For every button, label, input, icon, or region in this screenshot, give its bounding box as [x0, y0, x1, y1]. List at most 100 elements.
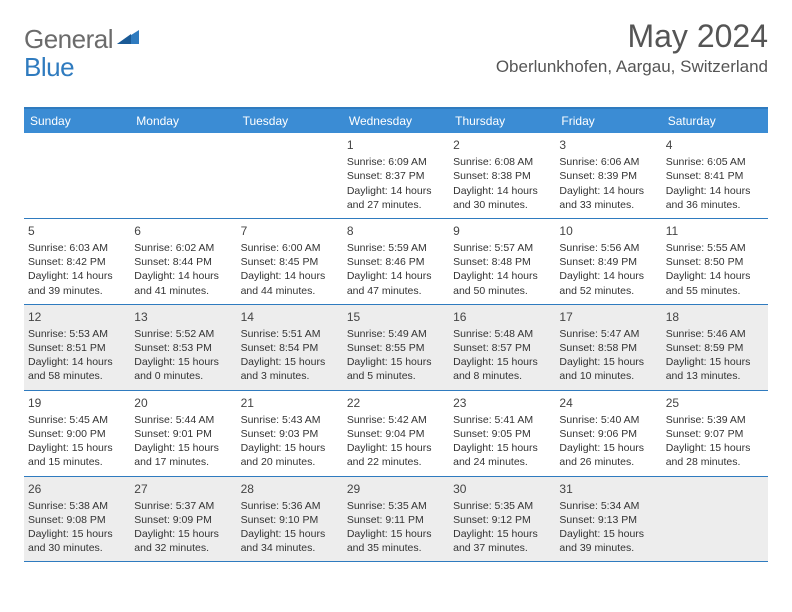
daylight-line: Daylight: 15 hours and 30 minutes. — [28, 527, 126, 555]
day-number: 24 — [559, 395, 657, 411]
sunset-line: Sunset: 9:12 PM — [453, 513, 551, 527]
daylight-line: Daylight: 14 hours and 39 minutes. — [28, 269, 126, 297]
day-cell: 2Sunrise: 6:08 AMSunset: 8:38 PMDaylight… — [449, 133, 555, 218]
day-number: 23 — [453, 395, 551, 411]
sunset-line: Sunset: 8:41 PM — [666, 169, 764, 183]
day-cell: 27Sunrise: 5:37 AMSunset: 9:09 PMDayligh… — [130, 477, 236, 562]
sunrise-line: Sunrise: 5:43 AM — [241, 413, 339, 427]
sunrise-line: Sunrise: 5:46 AM — [666, 327, 764, 341]
sunset-line: Sunset: 8:54 PM — [241, 341, 339, 355]
day-cell — [662, 477, 768, 562]
logo: General — [24, 18, 143, 55]
sunrise-line: Sunrise: 5:51 AM — [241, 327, 339, 341]
day-cell: 15Sunrise: 5:49 AMSunset: 8:55 PMDayligh… — [343, 305, 449, 390]
day-number: 12 — [28, 309, 126, 325]
sunrise-line: Sunrise: 5:57 AM — [453, 241, 551, 255]
day-number: 20 — [134, 395, 232, 411]
month-title: May 2024 — [496, 18, 768, 55]
day-number: 29 — [347, 481, 445, 497]
sunset-line: Sunset: 8:37 PM — [347, 169, 445, 183]
sunset-line: Sunset: 8:53 PM — [134, 341, 232, 355]
sunset-line: Sunset: 9:09 PM — [134, 513, 232, 527]
daylight-line: Daylight: 15 hours and 34 minutes. — [241, 527, 339, 555]
day-cell: 23Sunrise: 5:41 AMSunset: 9:05 PMDayligh… — [449, 391, 555, 476]
day-cell: 30Sunrise: 5:35 AMSunset: 9:12 PMDayligh… — [449, 477, 555, 562]
sunset-line: Sunset: 9:11 PM — [347, 513, 445, 527]
day-number: 6 — [134, 223, 232, 239]
day-cell — [130, 133, 236, 218]
sunset-line: Sunset: 8:46 PM — [347, 255, 445, 269]
day-cell: 1Sunrise: 6:09 AMSunset: 8:37 PMDaylight… — [343, 133, 449, 218]
logo-triangle-icon — [117, 28, 141, 46]
sunrise-line: Sunrise: 5:53 AM — [28, 327, 126, 341]
sunrise-line: Sunrise: 5:44 AM — [134, 413, 232, 427]
location: Oberlunkhofen, Aargau, Switzerland — [496, 57, 768, 77]
day-number: 2 — [453, 137, 551, 153]
day-number: 27 — [134, 481, 232, 497]
day-number: 16 — [453, 309, 551, 325]
day-cell: 22Sunrise: 5:42 AMSunset: 9:04 PMDayligh… — [343, 391, 449, 476]
day-cell: 17Sunrise: 5:47 AMSunset: 8:58 PMDayligh… — [555, 305, 661, 390]
daylight-line: Daylight: 15 hours and 15 minutes. — [28, 441, 126, 469]
daylight-line: Daylight: 15 hours and 5 minutes. — [347, 355, 445, 383]
daylight-line: Daylight: 15 hours and 35 minutes. — [347, 527, 445, 555]
day-cell: 4Sunrise: 6:05 AMSunset: 8:41 PMDaylight… — [662, 133, 768, 218]
day-cell: 12Sunrise: 5:53 AMSunset: 8:51 PMDayligh… — [24, 305, 130, 390]
daylight-line: Daylight: 14 hours and 36 minutes. — [666, 184, 764, 212]
sunrise-line: Sunrise: 5:39 AM — [666, 413, 764, 427]
weekday-saturday: Saturday — [662, 109, 768, 133]
daylight-line: Daylight: 15 hours and 39 minutes. — [559, 527, 657, 555]
day-cell: 8Sunrise: 5:59 AMSunset: 8:46 PMDaylight… — [343, 219, 449, 304]
weekday-row: SundayMondayTuesdayWednesdayThursdayFrid… — [24, 109, 768, 133]
day-number: 1 — [347, 137, 445, 153]
day-number: 26 — [28, 481, 126, 497]
week-row: 5Sunrise: 6:03 AMSunset: 8:42 PMDaylight… — [24, 219, 768, 305]
sunset-line: Sunset: 9:03 PM — [241, 427, 339, 441]
title-block: May 2024 Oberlunkhofen, Aargau, Switzerl… — [496, 18, 768, 77]
weekday-thursday: Thursday — [449, 109, 555, 133]
daylight-line: Daylight: 15 hours and 22 minutes. — [347, 441, 445, 469]
daylight-line: Daylight: 15 hours and 28 minutes. — [666, 441, 764, 469]
logo-text-general: General — [24, 24, 113, 55]
daylight-line: Daylight: 14 hours and 27 minutes. — [347, 184, 445, 212]
sunset-line: Sunset: 8:48 PM — [453, 255, 551, 269]
sunrise-line: Sunrise: 5:55 AM — [666, 241, 764, 255]
sunset-line: Sunset: 8:58 PM — [559, 341, 657, 355]
day-number: 30 — [453, 481, 551, 497]
sunrise-line: Sunrise: 5:48 AM — [453, 327, 551, 341]
day-cell: 26Sunrise: 5:38 AMSunset: 9:08 PMDayligh… — [24, 477, 130, 562]
daylight-line: Daylight: 15 hours and 3 minutes. — [241, 355, 339, 383]
sunrise-line: Sunrise: 5:41 AM — [453, 413, 551, 427]
day-cell: 11Sunrise: 5:55 AMSunset: 8:50 PMDayligh… — [662, 219, 768, 304]
sunrise-line: Sunrise: 5:59 AM — [347, 241, 445, 255]
day-number: 18 — [666, 309, 764, 325]
day-number: 3 — [559, 137, 657, 153]
sunset-line: Sunset: 8:50 PM — [666, 255, 764, 269]
sunrise-line: Sunrise: 5:35 AM — [453, 499, 551, 513]
sunrise-line: Sunrise: 5:45 AM — [28, 413, 126, 427]
day-number: 8 — [347, 223, 445, 239]
day-cell: 18Sunrise: 5:46 AMSunset: 8:59 PMDayligh… — [662, 305, 768, 390]
week-row: 26Sunrise: 5:38 AMSunset: 9:08 PMDayligh… — [24, 477, 768, 563]
sunset-line: Sunset: 8:59 PM — [666, 341, 764, 355]
daylight-line: Daylight: 14 hours and 33 minutes. — [559, 184, 657, 212]
weekday-sunday: Sunday — [24, 109, 130, 133]
day-number: 5 — [28, 223, 126, 239]
day-number: 14 — [241, 309, 339, 325]
daylight-line: Daylight: 15 hours and 0 minutes. — [134, 355, 232, 383]
sunrise-line: Sunrise: 5:38 AM — [28, 499, 126, 513]
sunset-line: Sunset: 8:39 PM — [559, 169, 657, 183]
day-number: 21 — [241, 395, 339, 411]
sunrise-line: Sunrise: 5:56 AM — [559, 241, 657, 255]
day-cell: 31Sunrise: 5:34 AMSunset: 9:13 PMDayligh… — [555, 477, 661, 562]
daylight-line: Daylight: 15 hours and 26 minutes. — [559, 441, 657, 469]
week-row: 1Sunrise: 6:09 AMSunset: 8:37 PMDaylight… — [24, 133, 768, 219]
day-number: 28 — [241, 481, 339, 497]
sunset-line: Sunset: 8:55 PM — [347, 341, 445, 355]
day-cell: 10Sunrise: 5:56 AMSunset: 8:49 PMDayligh… — [555, 219, 661, 304]
sunrise-line: Sunrise: 5:49 AM — [347, 327, 445, 341]
day-cell: 14 Sunrise: 5:51 AMSunset: 8:54 PMDayligh… — [237, 305, 343, 390]
sunrise-line: Sunrise: 5:37 AM — [134, 499, 232, 513]
sunset-line: Sunset: 9:06 PM — [559, 427, 657, 441]
day-number: 17 — [559, 309, 657, 325]
